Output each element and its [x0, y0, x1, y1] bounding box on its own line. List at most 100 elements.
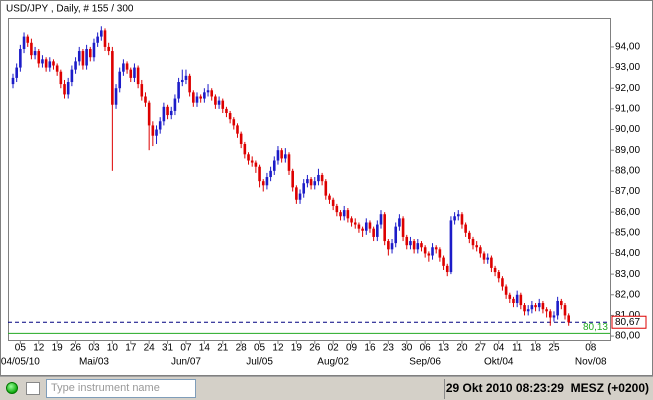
candle-body: [177, 82, 180, 99]
x-month-label: Aug/02: [317, 357, 349, 368]
candle-body: [364, 222, 368, 231]
x-tick-label: 07: [180, 343, 192, 354]
candle-body: [247, 154, 250, 161]
candle-body: [556, 300, 559, 316]
price-box: [611, 315, 647, 329]
candle-body: [291, 170, 294, 188]
candle-body: [22, 36, 26, 49]
candle-body: [545, 309, 548, 312]
y-tick-label: 90,00: [615, 124, 640, 135]
x-tick-label: 19: [52, 343, 64, 354]
candle-body: [140, 84, 144, 97]
x-tick-label: 31: [162, 343, 174, 354]
candle-body: [324, 181, 328, 196]
x-tick-label: 08: [585, 343, 597, 354]
x-tick-label: 26: [70, 343, 82, 354]
datetime: 29 Okt 2010 08:23:29: [445, 381, 564, 395]
candle-body: [236, 125, 239, 134]
candle-body: [342, 210, 346, 217]
x-tick-label: 10: [107, 343, 119, 354]
candle-body: [192, 92, 195, 103]
x-tick-label: 26: [309, 343, 321, 354]
candle-body: [81, 51, 85, 66]
x-tick-label: 28: [236, 343, 248, 354]
candle-body: [398, 218, 401, 227]
divider: [444, 379, 445, 399]
candle-body: [460, 214, 464, 225]
candle-body: [416, 243, 420, 250]
candle-body: [405, 236, 409, 246]
instrument-search[interactable]: Type instrument name: [46, 379, 196, 398]
y-tick-label: 83,00: [615, 269, 640, 280]
candle-body: [199, 96, 202, 99]
x-tick-label: 14: [199, 343, 211, 354]
candle-body: [210, 90, 214, 97]
x-tick-label: 18: [530, 343, 542, 354]
candle-body: [493, 267, 497, 273]
layout-icon[interactable]: [26, 382, 40, 395]
x-tick-label: 05: [254, 343, 266, 354]
candle-body: [206, 90, 210, 93]
candle-body: [519, 294, 523, 306]
candle-body: [394, 226, 398, 244]
y-tick-label: 87,00: [615, 186, 640, 197]
candle-body: [376, 224, 379, 237]
y-tick-label: 88,00: [615, 165, 640, 176]
candle-body: [468, 232, 471, 240]
candle-body: [412, 241, 416, 250]
candle-body: [66, 82, 70, 95]
candle-body: [534, 305, 537, 308]
candle-body: [59, 71, 63, 85]
y-tick-label: 92,00: [615, 83, 640, 94]
y-tick-label: 80,00: [615, 331, 640, 342]
candle-body: [442, 257, 445, 266]
x-tick-label: 12: [33, 343, 45, 354]
candle-body: [276, 150, 280, 161]
candle-body: [567, 315, 570, 323]
candle-body: [335, 205, 339, 213]
candle-body: [541, 303, 545, 310]
x-month-label: 04/05/10: [1, 357, 40, 368]
candle-body: [298, 193, 302, 200]
x-month-label: Mai/03: [79, 357, 109, 368]
candle-body: [464, 224, 467, 233]
connection-icon: [6, 382, 18, 394]
candle-body: [243, 143, 247, 155]
candle-body: [11, 77, 15, 85]
candle-body: [265, 177, 269, 186]
candle-body: [147, 102, 151, 126]
candle-body: [434, 247, 438, 250]
x-month-label: Jul/05: [246, 357, 273, 368]
candle-body: [250, 160, 254, 163]
candle-body: [453, 216, 456, 221]
candle-body: [497, 272, 501, 279]
candle-body: [55, 65, 59, 72]
candle-body: [372, 228, 375, 237]
candle-body: [350, 218, 353, 223]
candle-body: [431, 247, 434, 256]
x-tick-label: 30: [401, 343, 413, 354]
x-tick-label: 27: [475, 343, 487, 354]
candle-body: [77, 51, 81, 62]
status-bar: Type instrument name 29 Okt 2010 08:23:2…: [0, 376, 653, 400]
candle-body: [438, 249, 442, 258]
candle-body: [471, 239, 475, 246]
x-month-label: Okt/04: [484, 357, 514, 368]
x-tick-label: 11: [512, 343, 523, 354]
candle-body: [357, 224, 361, 229]
candle-body: [387, 241, 390, 250]
candle-body: [92, 42, 96, 58]
x-tick-label: 06: [420, 343, 432, 354]
candle-body: [390, 243, 394, 250]
x-tick-label: 21: [217, 343, 229, 354]
x-tick-label: 12: [272, 343, 284, 354]
candle-body: [515, 294, 519, 304]
candle-body: [420, 243, 423, 248]
candle-body: [449, 220, 453, 273]
candle-body: [155, 129, 158, 136]
price-box-label: 80,67: [615, 317, 640, 328]
candle-body: [254, 162, 258, 167]
candle-body: [188, 75, 191, 93]
candle-body: [232, 119, 236, 126]
x-tick-label: 19: [291, 343, 303, 354]
